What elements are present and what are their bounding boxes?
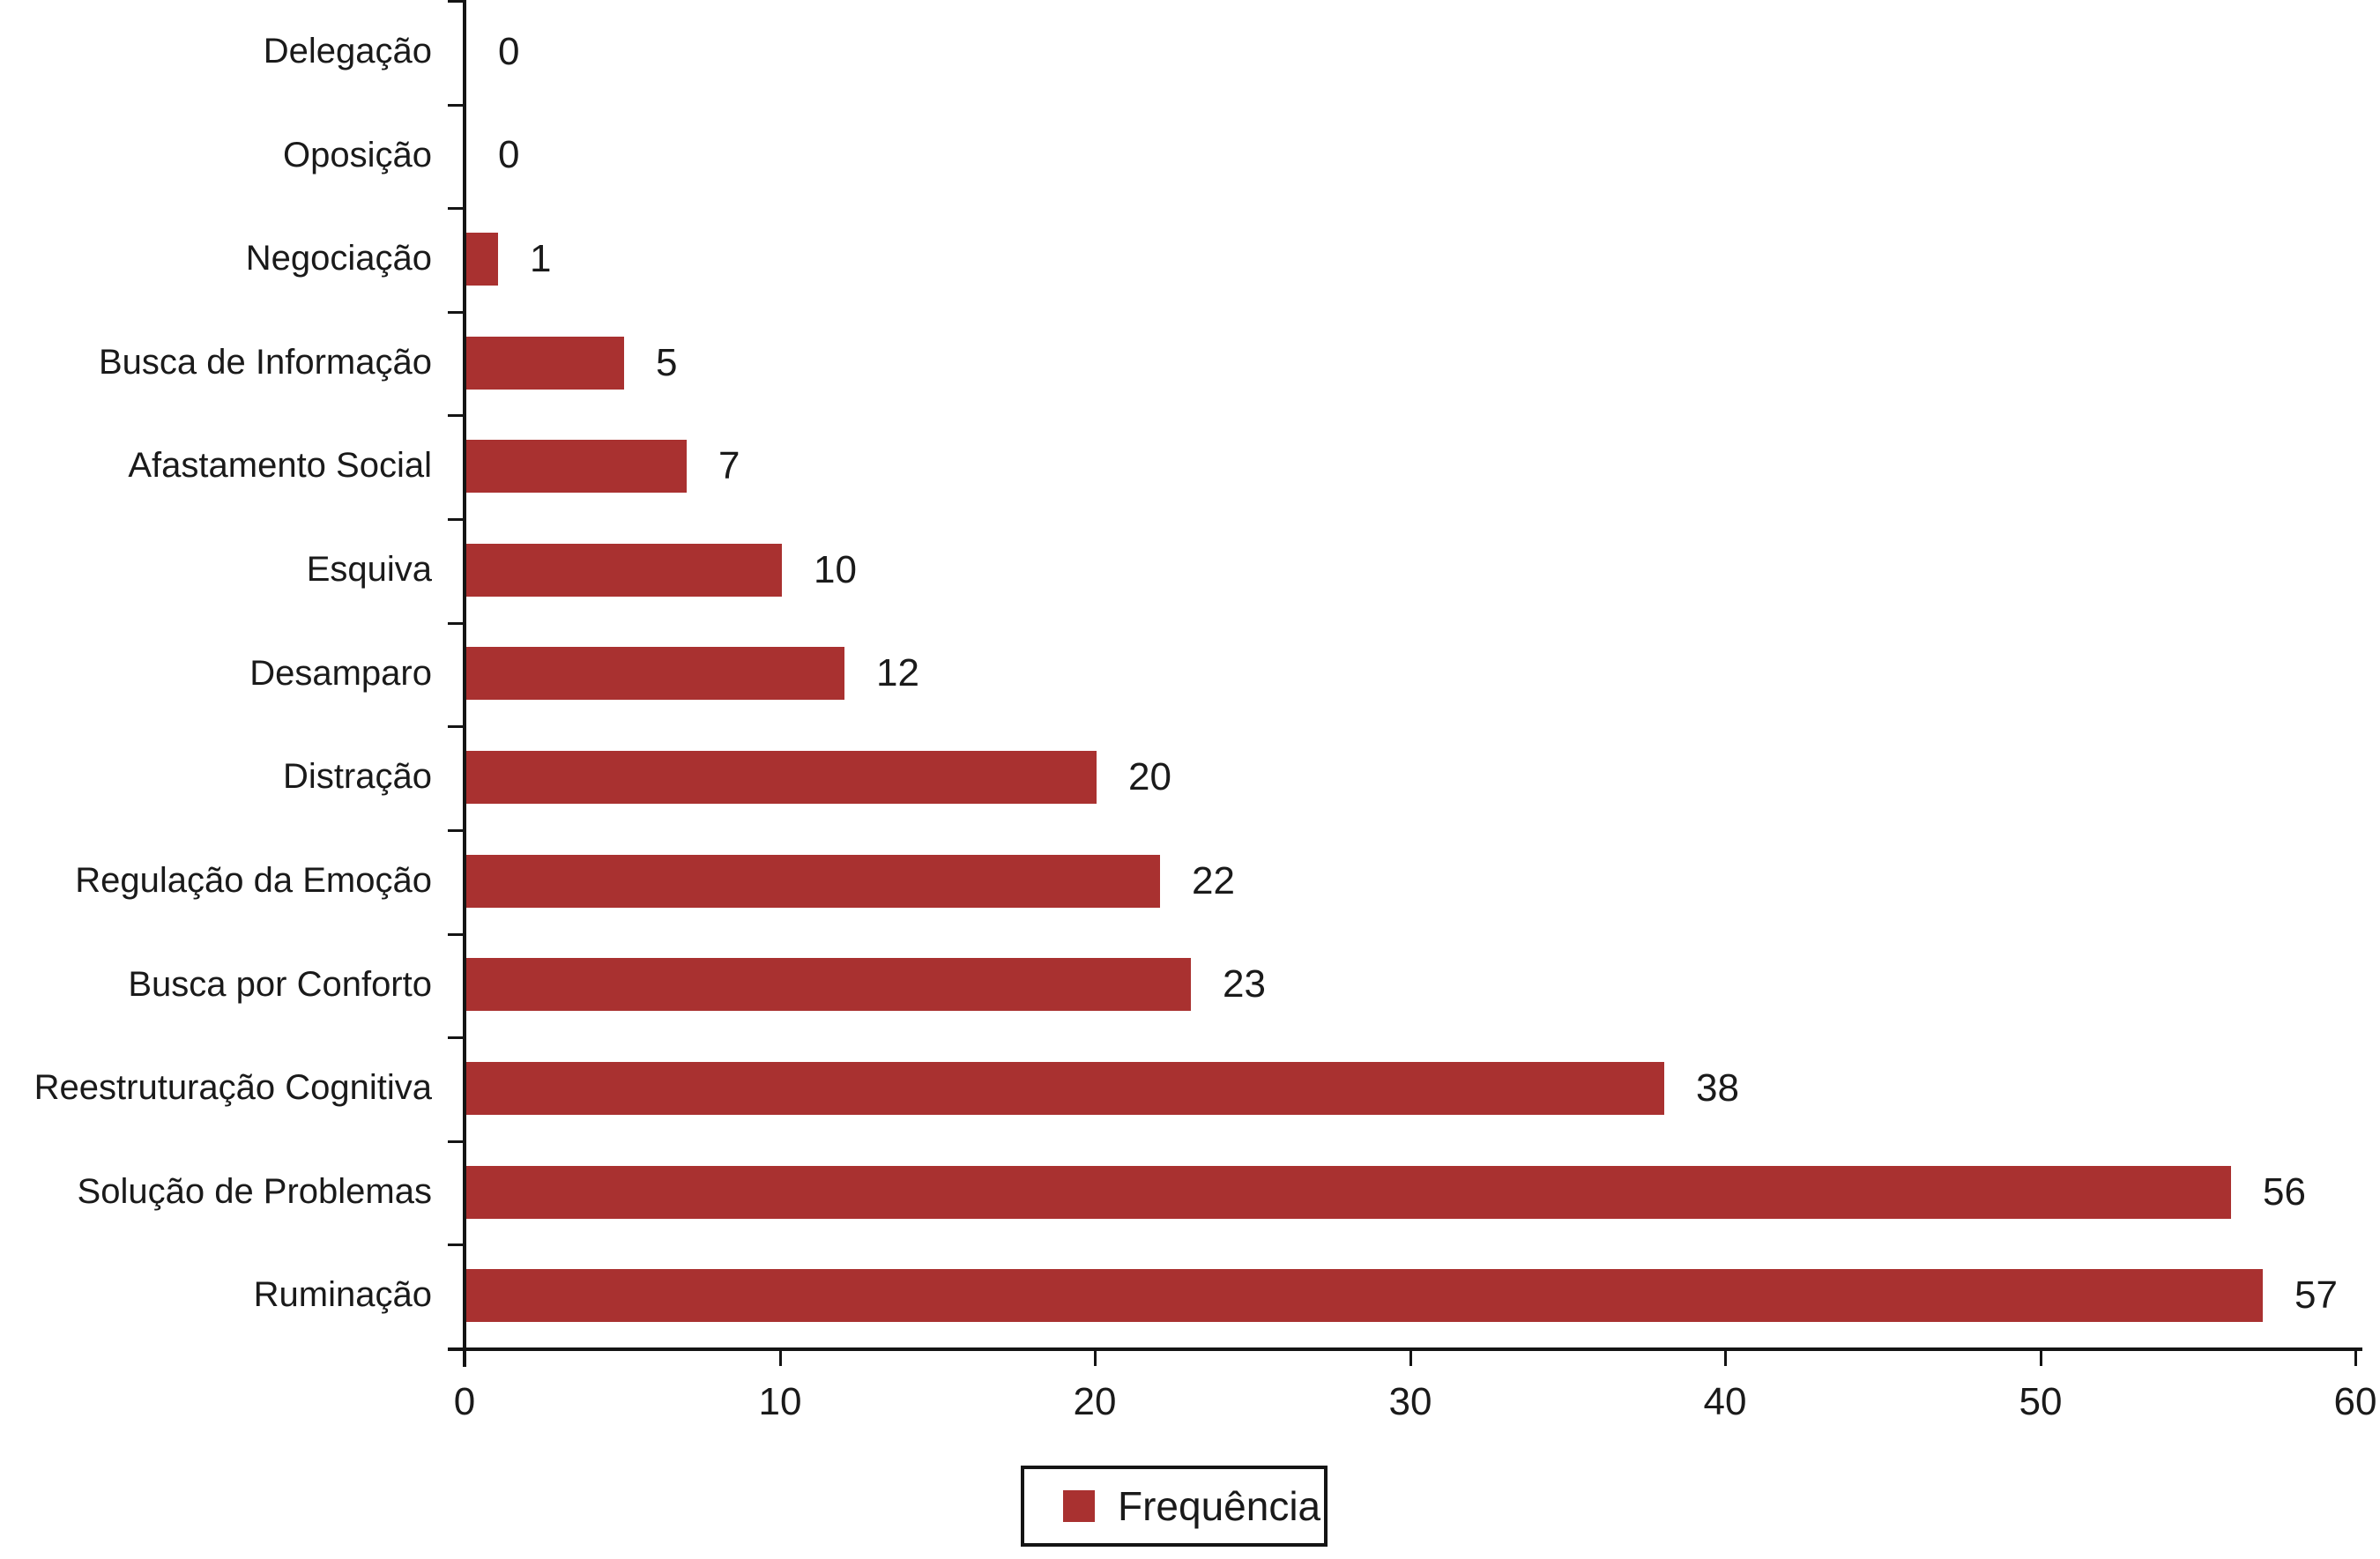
category-label: Solução de Problemas (77, 1171, 432, 1211)
category-label: Esquiva (306, 550, 432, 590)
x-axis-tick-label: 50 (2019, 1380, 2063, 1423)
value-label: 7 (718, 444, 740, 487)
bar (466, 1062, 1664, 1115)
category-label: Busca de Informação (99, 342, 432, 382)
y-axis-tick (448, 622, 463, 625)
value-label: 20 (1128, 755, 1171, 798)
category-label: Delegação (263, 32, 432, 71)
bar (466, 440, 687, 493)
bar (466, 337, 624, 390)
y-axis-tick (448, 518, 463, 521)
x-axis-tick (2040, 1351, 2042, 1366)
x-axis-tick-label: 20 (1073, 1380, 1117, 1423)
category-label: Distração (283, 757, 432, 797)
x-axis-tick (1094, 1351, 1097, 1366)
legend: Frequência (1021, 1466, 1328, 1547)
y-axis-tick (448, 414, 463, 417)
bar (466, 751, 1097, 804)
x-axis-tick (1724, 1351, 1727, 1366)
value-label: 12 (876, 651, 919, 694)
value-label: 56 (2263, 1170, 2306, 1214)
y-axis-tick (448, 1140, 463, 1143)
y-axis-tick (448, 1036, 463, 1039)
legend-label: Frequência (1118, 1483, 1321, 1529)
value-label: 0 (498, 133, 520, 176)
y-axis-tick (448, 0, 463, 3)
value-label: 5 (656, 341, 678, 384)
x-axis-tick-label: 60 (2333, 1380, 2377, 1423)
y-axis-tick (448, 207, 463, 210)
y-axis-tick (448, 311, 463, 314)
category-label: Reestruturação Cognitiva (33, 1068, 432, 1108)
value-label: 38 (1696, 1066, 1739, 1110)
category-label: Busca por Conforto (128, 964, 432, 1004)
y-axis-tick (448, 725, 463, 728)
x-axis-tick-label: 0 (453, 1380, 476, 1423)
value-label: 10 (814, 548, 857, 591)
bar (466, 958, 1191, 1011)
legend-swatch-icon (1063, 1490, 1095, 1522)
category-label: Ruminação (253, 1275, 432, 1315)
x-axis-tick-label: 10 (758, 1380, 802, 1423)
category-label: Afastamento Social (128, 446, 432, 486)
x-axis-tick (1409, 1351, 1412, 1366)
x-axis-tick-label: 40 (1703, 1380, 1747, 1423)
y-axis-tick (448, 829, 463, 832)
value-label: 22 (1192, 859, 1235, 902)
x-axis-tick (2354, 1351, 2357, 1366)
x-axis-tick (779, 1351, 782, 1366)
value-label: 0 (498, 30, 520, 73)
category-label: Negociação (245, 239, 432, 278)
y-axis-tick (448, 1243, 463, 1246)
category-label: Regulação da Emoção (75, 860, 432, 900)
category-axis-labels: Delegação Oposição Negociação Busca de Info… (0, 0, 432, 1347)
y-axis-tick (448, 104, 463, 107)
bar (466, 1269, 2263, 1322)
bar (466, 647, 844, 700)
x-axis-tick-label: 30 (1388, 1380, 1432, 1423)
value-label: 1 (530, 237, 552, 280)
y-axis-line (463, 0, 466, 1367)
plot-area: 0 0 1 5 7 10 12 20 22 23 38 56 57 (465, 0, 2355, 1347)
value-label: 57 (2294, 1273, 2338, 1317)
bar (466, 233, 498, 286)
x-axis-tick (464, 1351, 466, 1366)
category-label: Oposição (283, 135, 432, 174)
bar (466, 544, 782, 597)
y-axis-tick (448, 1347, 463, 1350)
y-axis-tick (448, 933, 463, 936)
x-axis-line (448, 1347, 2362, 1351)
category-label: Desamparo (249, 653, 432, 693)
bar (466, 1166, 2231, 1219)
bar (466, 855, 1160, 908)
value-label: 23 (1223, 962, 1266, 1006)
